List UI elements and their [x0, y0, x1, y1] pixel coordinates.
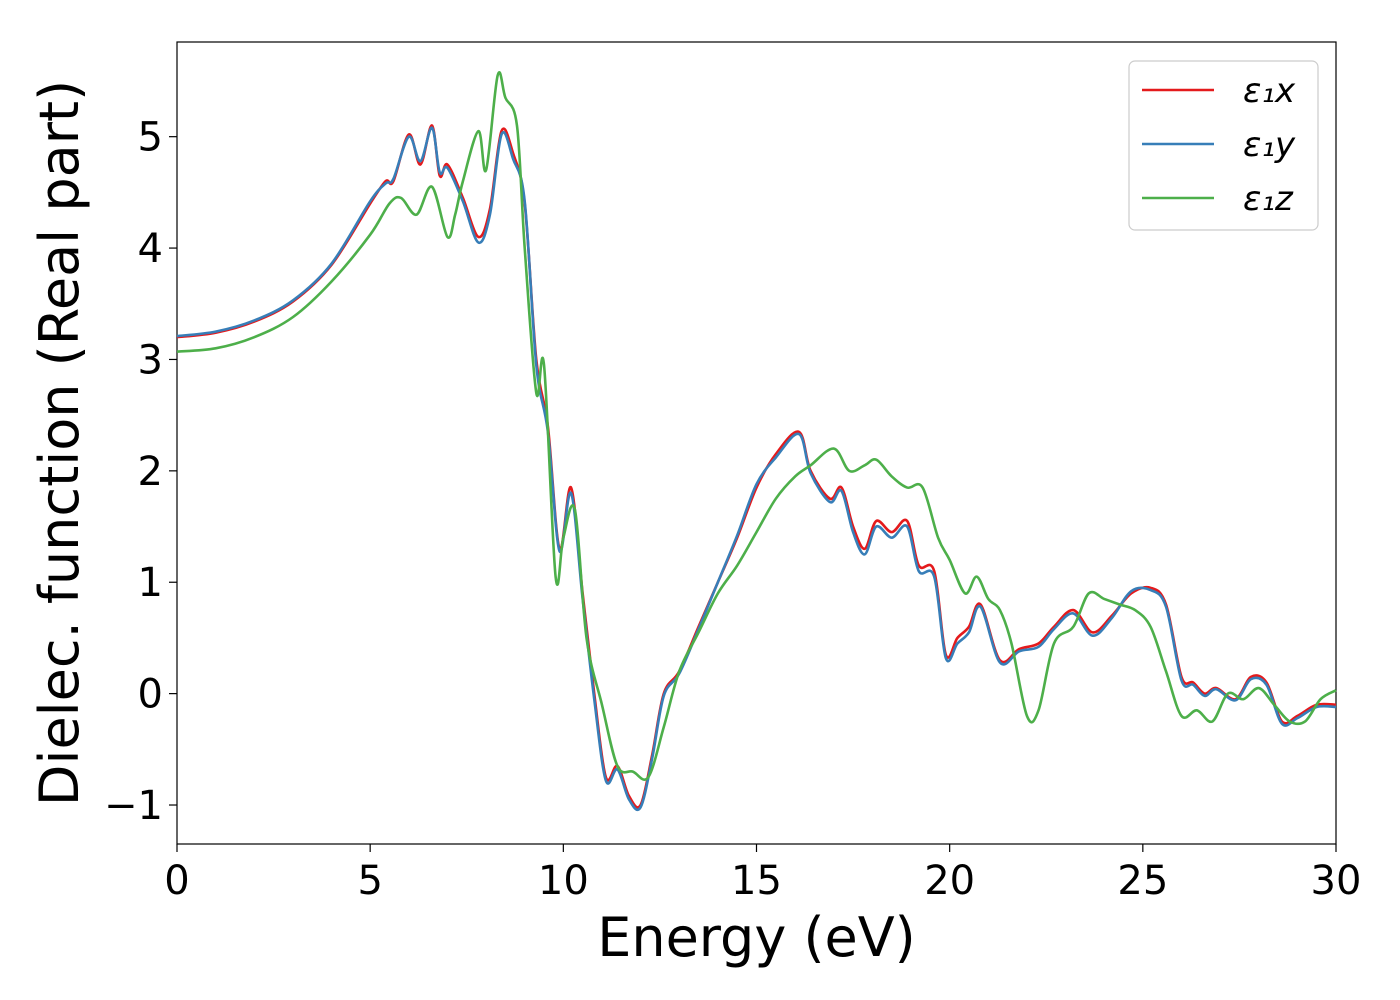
y-tick-label: 2 [138, 449, 163, 495]
y-tick-label: 4 [138, 226, 163, 272]
x-tick-label: 5 [357, 858, 382, 904]
x-tick-label: 30 [1311, 858, 1362, 904]
legend-label-1: ε₁x [1243, 71, 1296, 111]
series-line-3 [176, 71, 1337, 781]
y-axis-title: Dielec. function (Real part) [28, 80, 91, 806]
x-tick-label: 15 [731, 858, 782, 904]
legend-label-2: ε₁y [1243, 125, 1296, 165]
y-tick-label: 3 [138, 337, 163, 383]
x-axis-ticks: 0 5 10 15 20 25 30 [164, 844, 1361, 904]
legend: ε₁x ε₁y ε₁z [1128, 60, 1319, 231]
legend-label-3: ε₁z [1243, 179, 1294, 219]
y-tick-label: 0 [138, 672, 163, 718]
x-tick-label: 25 [1117, 858, 1168, 904]
x-axis-title: Energy (eV) [597, 906, 916, 969]
y-tick-label: 1 [138, 560, 163, 606]
series-line-2 [176, 126, 1337, 812]
y-axis-ticks: −1 0 1 2 3 4 5 [104, 115, 177, 829]
x-tick-label: 10 [538, 858, 589, 904]
legend-box [1128, 60, 1319, 231]
y-tick-label: 5 [138, 115, 163, 161]
x-tick-label: 20 [924, 858, 975, 904]
y-tick-label: −1 [104, 783, 163, 829]
x-tick-label: 0 [164, 858, 189, 904]
